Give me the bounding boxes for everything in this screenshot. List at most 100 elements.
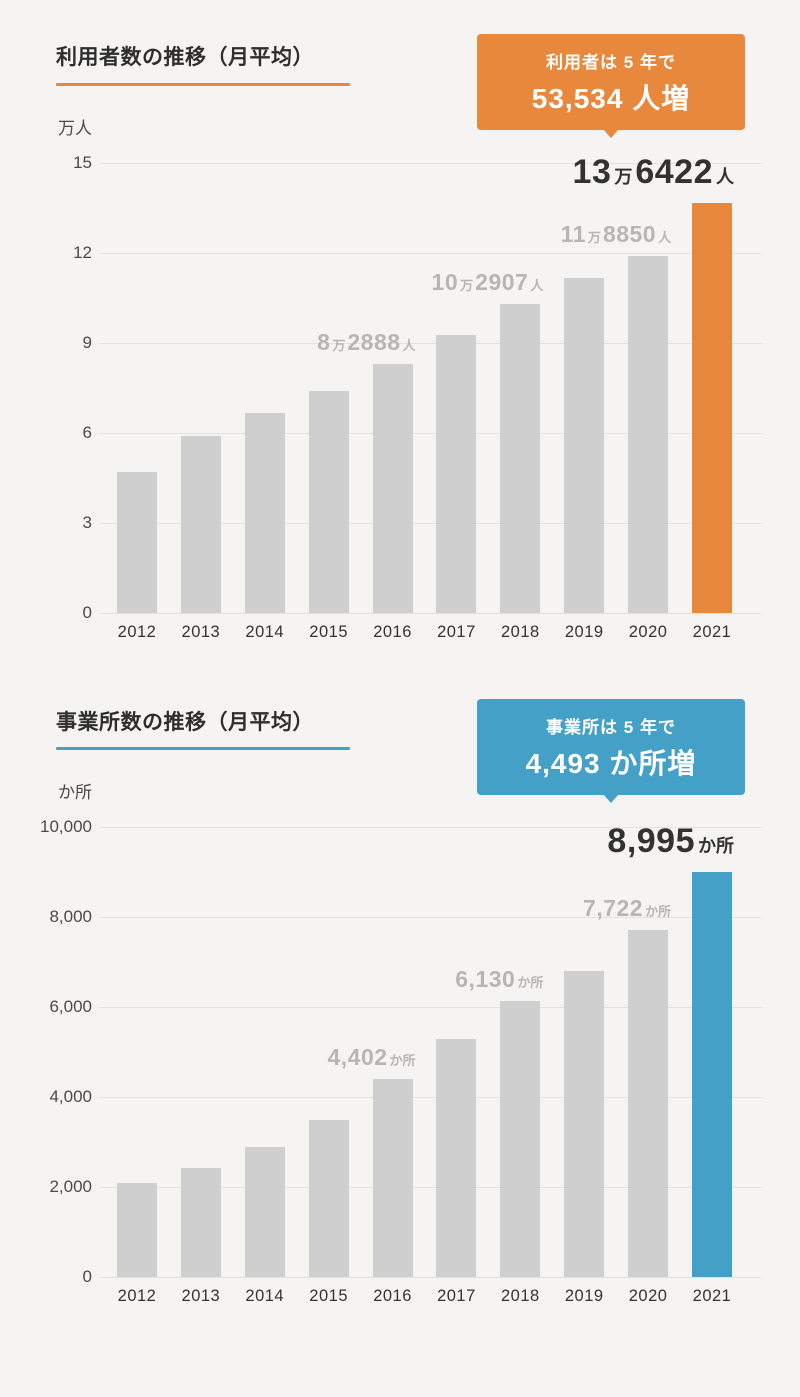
offices-chart-section: 事業所数の推移（月平均） 事業所は 5 年で 4,493 か所増 か所 10,0… — [0, 698, 800, 1305]
bar-value-label: 10 万2907 人 — [431, 268, 546, 295]
bar-value-unit: 人 — [530, 277, 544, 293]
callout-text-line2: 53,534 人増 — [531, 83, 691, 114]
bar-2012 — [117, 471, 157, 613]
y-axis-unit-label: 万人 — [58, 118, 92, 138]
bar-value-num: 6422 — [635, 153, 713, 192]
x-axis-tick-label: 2019 — [564, 1287, 604, 1306]
y-axis-unit-label: か所 — [58, 783, 92, 803]
bar-value-unit: か所 — [698, 836, 734, 857]
bar-value-num: 8,995 — [607, 822, 695, 861]
bar-2013 — [180, 1167, 221, 1278]
x-axis-tick-label: 2013 — [181, 622, 221, 641]
bar-2016 — [372, 1079, 413, 1278]
x-axis-tick-label: 2021 — [692, 622, 732, 641]
x-axis-tick-label: 2015 — [309, 622, 349, 641]
bar-value-unit: 人 — [402, 337, 416, 353]
offices-bar-plot: 10,000 8,000 6,000 4,000 2,000 0 2012 2013 2014 2… — [40, 817, 762, 1305]
gridline — [100, 162, 762, 164]
gridline — [100, 1187, 762, 1189]
x-axis-tick-label: 2016 — [373, 1287, 412, 1306]
x-axis-tick-label: 2020 — [628, 1287, 668, 1306]
x-axis-tick-label: 2014 — [245, 1287, 285, 1306]
bar-2016 — [372, 363, 413, 613]
bar-2019 — [564, 970, 605, 1278]
y-axis-tick-label: 10,000 — [40, 817, 92, 837]
gridline — [100, 1277, 762, 1279]
users-bar-plot: 15 12 9 6 3 0 2012 2013 2014 2015 2016 2017 2018 2019… — [73, 153, 762, 641]
bar-value-num: 13 — [572, 153, 612, 192]
x-axis-tick-label: 2013 — [181, 1287, 221, 1306]
y-axis-tick-label: 4,000 — [49, 1087, 92, 1107]
bar-2012 — [117, 1182, 157, 1278]
bar-value-label: 7,722 か所 — [583, 896, 673, 920]
y-axis-tick-label: 6,000 — [49, 997, 92, 1017]
bar-value-num: 2888 — [347, 328, 401, 355]
bar-2013 — [180, 435, 221, 613]
users-increase-callout: 利用者は 5 年で 53,534 人増 — [477, 34, 745, 138]
y-axis-tick-label: 9 — [82, 332, 92, 352]
bar-2018 — [500, 303, 541, 613]
bar-value-unit: 人 — [658, 230, 672, 245]
bar-2014 — [244, 413, 285, 613]
callout-pointer-icon — [603, 129, 619, 138]
callout-pointer-icon — [603, 793, 619, 803]
y-axis-tick-label: 8,000 — [49, 907, 92, 927]
y-axis-tick-label: 2,000 — [49, 1177, 92, 1197]
bar-value-unit: か所 — [389, 1053, 416, 1069]
bar-value-unit: 万 — [587, 230, 601, 245]
title-underline — [56, 82, 350, 86]
gridline — [100, 917, 762, 919]
bar-value-unit: 万 — [614, 167, 633, 188]
bar-2021 — [692, 203, 732, 613]
bar-value-num: 2907 — [475, 268, 529, 295]
bar-2020 — [628, 929, 669, 1278]
x-axis-tick-label: 2018 — [500, 1287, 540, 1306]
bar-2015 — [308, 390, 349, 613]
callout-text-line2: 4,493 か所増 — [525, 747, 697, 779]
bar-value-unit: 万 — [460, 277, 474, 293]
x-axis-tick-label: 2015 — [309, 1287, 349, 1306]
gridline — [100, 1097, 762, 1099]
bar-value-num: 10 — [431, 268, 459, 295]
x-axis-tick-label: 2012 — [117, 1287, 157, 1306]
bar-2019 — [564, 278, 605, 613]
bar-value-num: 11 — [560, 221, 586, 247]
bar-2017 — [436, 335, 477, 613]
x-axis-tick-label: 2021 — [692, 1287, 732, 1306]
bar-2021 — [692, 872, 732, 1278]
bar-2015 — [308, 1119, 349, 1278]
bar-value-label: 8 万2888 人 — [317, 328, 418, 355]
bar-value-label: 8,995 か所 — [607, 824, 737, 858]
bar-value-unit: か所 — [645, 903, 672, 919]
callout-text-line1: 利用者は 5 年で — [546, 53, 676, 72]
x-axis-tick-label: 2012 — [117, 622, 157, 641]
bar-2014 — [244, 1146, 285, 1278]
gridline — [100, 522, 762, 524]
bar-2020 — [628, 256, 669, 613]
callout-text-line1: 事業所は 5 年で — [546, 717, 676, 737]
bar-value-num: 8850 — [602, 221, 657, 247]
offices-increase-callout: 事業所は 5 年で 4,493 か所増 — [477, 698, 745, 803]
x-axis-tick-label: 2019 — [564, 622, 604, 641]
bar-2018 — [500, 1001, 541, 1278]
bar-2017 — [436, 1038, 477, 1278]
bar-value-label: 13 万6422 人 — [573, 155, 737, 189]
bar-value-unit: 万 — [332, 337, 346, 353]
users-chart-section: 利用者数の推移（月平均） 利用者は 5 年で 53,534 人増 万人 15 12… — [0, 34, 800, 641]
x-axis-tick-label: 2017 — [437, 1287, 476, 1306]
bar-value-num: 4,402 — [327, 1044, 388, 1071]
x-axis-tick-label: 2018 — [500, 622, 540, 641]
y-axis-tick-label: 15 — [73, 152, 92, 172]
y-axis-tick-label: 0 — [82, 1267, 92, 1287]
gridline — [100, 432, 762, 434]
gridline — [100, 1007, 762, 1009]
bar-value-label: 11 万8850 人 — [561, 223, 674, 246]
chart-title: 利用者数の推移（月平均） — [56, 46, 314, 69]
gridline — [100, 612, 762, 614]
gridline — [100, 827, 762, 829]
x-axis-tick-label: 2017 — [437, 622, 476, 641]
y-axis-tick-label: 0 — [82, 602, 92, 622]
gridline — [100, 252, 762, 254]
y-axis-tick-label: 12 — [73, 242, 92, 262]
